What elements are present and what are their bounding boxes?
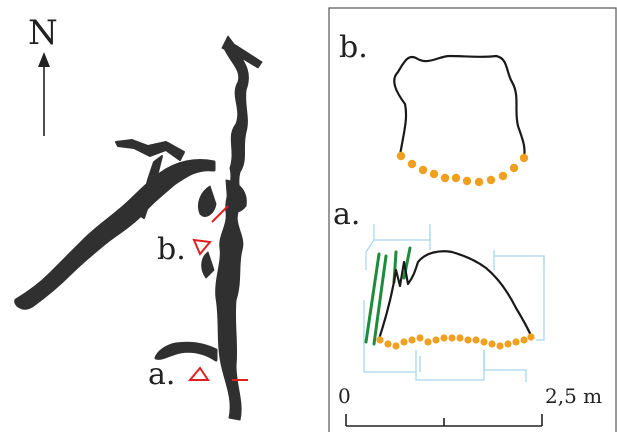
section-b-map-label: b. bbox=[157, 232, 186, 267]
sections-panel-frame bbox=[328, 7, 617, 432]
section-a-outline bbox=[376, 250, 534, 343]
section-a-floor-points bbox=[376, 333, 535, 350]
scale-start-label: 0 bbox=[338, 384, 351, 408]
section-a-grid bbox=[363, 224, 545, 382]
section-b-marker bbox=[192, 205, 229, 256]
section-a-marker bbox=[187, 366, 248, 381]
north-arrow bbox=[38, 52, 50, 136]
north-label: N bbox=[28, 13, 58, 53]
section-a-map-label: a. bbox=[148, 357, 176, 392]
cave-plan bbox=[14, 35, 263, 421]
section-b-floor-points bbox=[396, 151, 529, 187]
scale-end-label: 2,5 m bbox=[545, 384, 603, 408]
section-b-outline bbox=[393, 54, 526, 159]
section-b-panel-label: b. bbox=[339, 30, 368, 65]
section-a-panel-label: a. bbox=[333, 197, 361, 232]
scale-bar bbox=[345, 414, 543, 427]
